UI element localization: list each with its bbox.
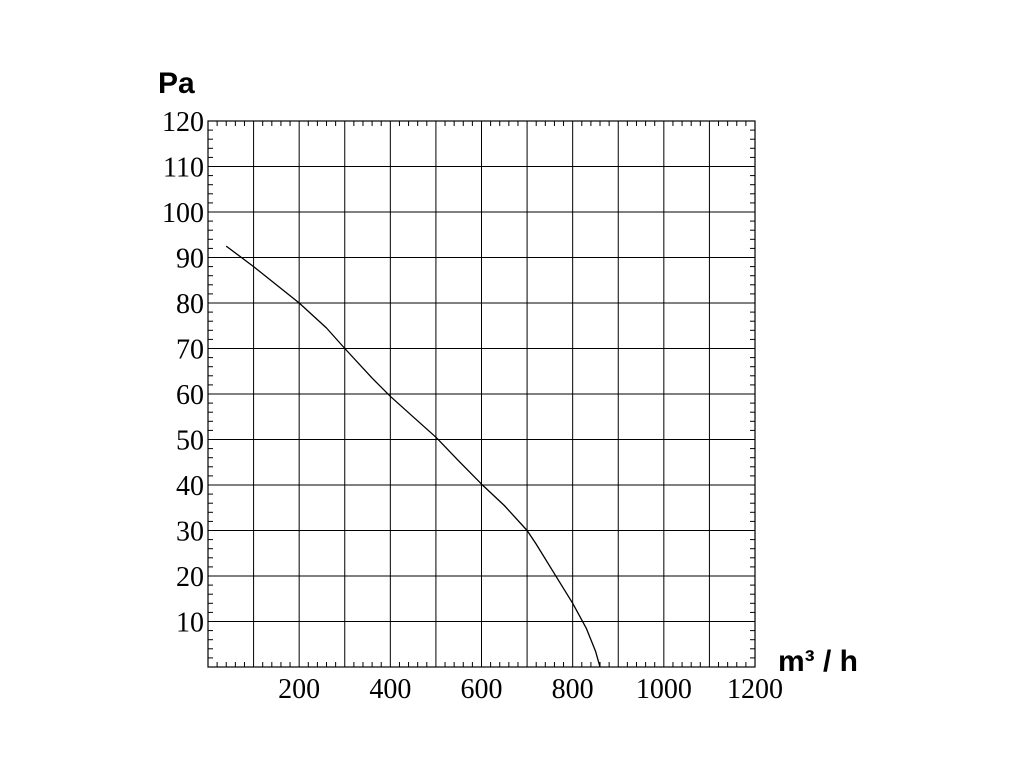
y-tick-label: 10 — [176, 608, 204, 639]
x-tick-label: 1200 — [727, 674, 783, 705]
minor-ticks — [208, 121, 755, 667]
x-axis-title: m³ / h — [778, 645, 858, 678]
y-tick-label: 80 — [176, 289, 204, 320]
y-tick-label: 50 — [176, 426, 204, 457]
x-tick-labels: 200 400 600 800 1000 1200 — [278, 674, 783, 705]
y-tick-label: 60 — [176, 380, 204, 411]
x-tick-label: 200 — [278, 674, 320, 705]
y-tick-label: 20 — [176, 562, 204, 593]
x-tick-label: 600 — [461, 674, 503, 705]
y-tick-label: 90 — [176, 244, 204, 275]
y-tick-label: 100 — [162, 198, 204, 229]
y-tick-label: 120 — [162, 107, 204, 138]
x-tick-label: 1000 — [636, 674, 692, 705]
series-layer — [225, 245, 601, 668]
y-axis-title: Pa — [158, 67, 195, 100]
y-tick-label: 70 — [176, 335, 204, 366]
y-tick-labels: 10 20 30 40 50 60 70 80 90 100 110 120 — [162, 107, 204, 639]
x-tick-label: 400 — [369, 674, 411, 705]
grid-lines — [208, 121, 755, 667]
y-tick-label: 110 — [163, 153, 204, 184]
series-line-0 — [225, 245, 601, 668]
plot-frame — [207, 120, 756, 668]
y-tick-label: 30 — [176, 517, 204, 548]
y-tick-label: 40 — [176, 471, 204, 502]
x-tick-label: 800 — [552, 674, 594, 705]
